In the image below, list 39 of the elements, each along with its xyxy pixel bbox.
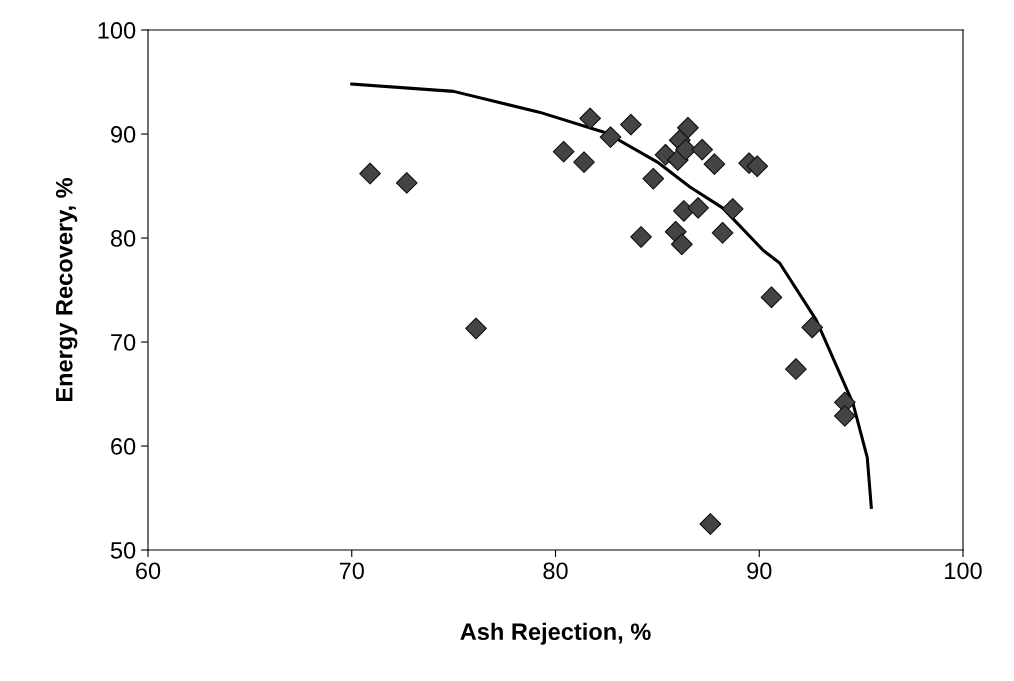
x-tick-label: 70	[339, 562, 364, 580]
point	[746, 155, 769, 178]
point	[703, 153, 726, 176]
point	[395, 172, 418, 194]
point	[620, 113, 642, 136]
point	[579, 107, 601, 130]
point	[785, 358, 807, 380]
point	[670, 233, 693, 256]
point	[721, 198, 744, 220]
line-series	[350, 82, 873, 509]
point	[465, 317, 487, 340]
point	[673, 200, 695, 222]
x-tick-label: 80	[543, 562, 568, 580]
x-tick-label: 60	[136, 562, 161, 580]
point	[833, 404, 856, 427]
y-tick-label: 70	[111, 334, 136, 351]
y-tick-label: 50	[110, 542, 136, 559]
point	[642, 167, 665, 190]
point	[691, 138, 714, 161]
x-tick-label: 90	[747, 562, 772, 580]
y-tick-label: 60	[111, 438, 136, 455]
y-tick-label: 100	[98, 22, 136, 39]
point	[552, 140, 575, 163]
point	[675, 138, 697, 161]
point	[760, 286, 783, 309]
point	[677, 116, 699, 139]
point	[699, 513, 722, 535]
point	[801, 316, 824, 339]
x-axis-title: Ash Rejection, %	[460, 622, 651, 645]
y-tick-label: 90	[111, 126, 136, 143]
y-tick-label: 80	[110, 230, 136, 247]
point	[687, 196, 709, 219]
y-axis-title: Energy Recovery, %	[55, 177, 78, 402]
point	[711, 221, 734, 244]
point	[599, 126, 622, 148]
x-tick-label: 100	[945, 562, 982, 580]
point	[630, 226, 652, 248]
point	[359, 162, 381, 185]
point	[573, 151, 595, 173]
